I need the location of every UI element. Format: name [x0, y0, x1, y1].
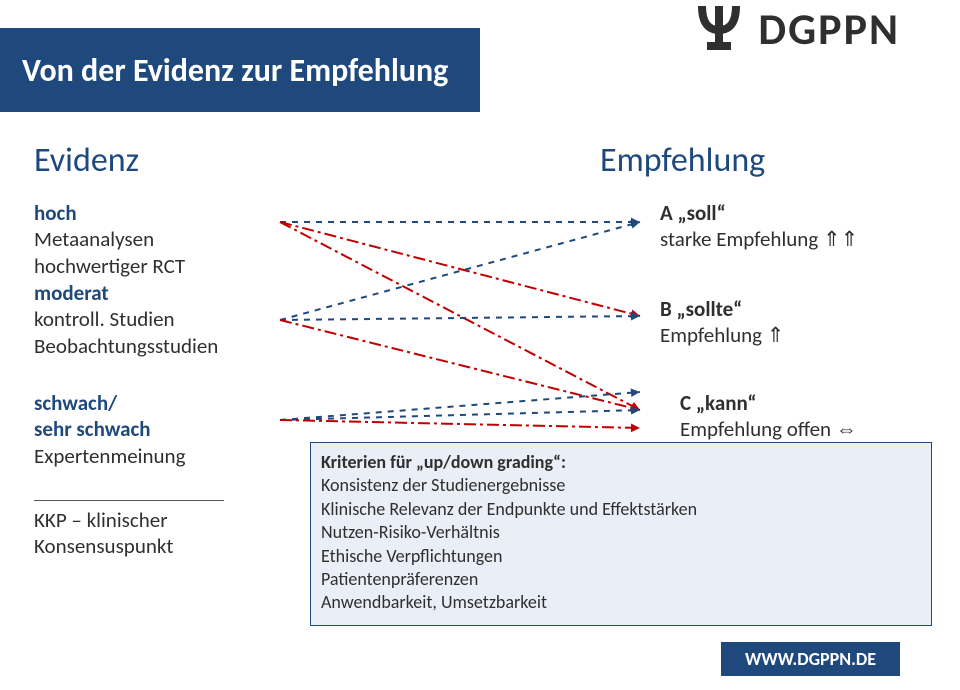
recommendation-a: A „soll“ starke Empfehlung ⇑⇑ [660, 200, 858, 253]
evidence-level-weak: schwach/ sehr schwach Expertenmeinung [34, 390, 185, 469]
evidence-high-lead: hoch [34, 200, 185, 226]
evidence-weak-lead2: sehr schwach [34, 416, 185, 442]
recommendation-b-lead: B „sollte“ [660, 296, 784, 322]
criteria-item-0: Konsistenz der Studienergebnisse [321, 474, 921, 497]
criteria-item-3: Ethische Verpflichtungen [321, 545, 921, 568]
criteria-item-2: Nutzen-Risiko-Verhältnis [321, 521, 921, 544]
evidence-moderate-line1: kontroll. Studien [34, 306, 218, 332]
criteria-lead: Kriterien für „up/down grading“: [321, 451, 921, 474]
evidence-kkp-line2: Konsensuspunkt [34, 533, 224, 559]
evidence-kkp: KKP – klinischer Konsensuspunkt [34, 500, 224, 560]
psi-icon [690, 0, 748, 58]
footer-url: WWW.DGPPN.DE [721, 642, 900, 676]
separator-line [34, 500, 224, 501]
criteria-item-5: Anwendbarkeit, Umsetzbarkeit [321, 591, 921, 614]
recommendation-a-lead: A „soll“ [660, 200, 858, 226]
evidence-weak-line1: Expertenmeinung [34, 443, 185, 469]
logo-text: DGPPN [758, 2, 900, 56]
recommendation-c-line1: Empfehlung offen ⇔ [680, 416, 857, 442]
recommendation-a-line1: starke Empfehlung ⇑⇑ [660, 226, 858, 252]
column-header-recommendation: Empfehlung [600, 140, 765, 181]
evidence-moderate-line2: Beobachtungsstudien [34, 333, 218, 359]
dgppn-logo: DGPPN [690, 0, 900, 58]
evidence-weak-lead1: schwach/ [34, 390, 185, 416]
recommendation-c: C „kann“ Empfehlung offen ⇔ [680, 390, 857, 443]
criteria-item-4: Patientenpräferenzen [321, 568, 921, 591]
criteria-box: Kriterien für „up/down grading“: Konsist… [310, 442, 932, 626]
column-header-evidence: Evidenz [34, 140, 139, 181]
title-bar: Von der Evidenz zur Empfehlung [0, 28, 480, 112]
evidence-moderate-lead: moderat [34, 280, 218, 306]
recommendation-b: B „sollte“ Empfehlung ⇑ [660, 296, 784, 349]
page-title: Von der Evidenz zur Empfehlung [22, 51, 448, 90]
criteria-item-1: Klinische Relevanz der Endpunkte und Eff… [321, 498, 921, 521]
recommendation-b-line1: Empfehlung ⇑ [660, 322, 784, 348]
evidence-high-line1: Metaanalysen [34, 226, 185, 252]
evidence-kkp-line1: KKP – klinischer [34, 507, 224, 533]
evidence-level-high: hoch Metaanalysen hochwertiger RCT [34, 200, 185, 279]
recommendation-c-lead: C „kann“ [680, 390, 857, 416]
evidence-level-moderate: moderat kontroll. Studien Beobachtungsst… [34, 280, 218, 359]
evidence-high-line2: hochwertiger RCT [34, 253, 185, 279]
